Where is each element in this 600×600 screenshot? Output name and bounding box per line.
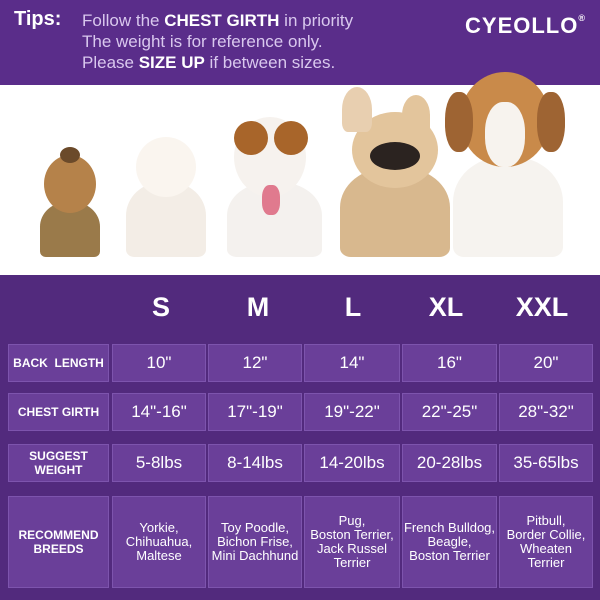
cell-breeds-m: Toy Poodle, Bichon Frise, Mini Dachhund bbox=[208, 496, 302, 588]
cell-breeds-xl: French Bulldog, Beagle, Boston Terrier bbox=[402, 496, 497, 588]
tip-line1-pre: Follow the bbox=[82, 11, 165, 30]
tips-label: Tips: bbox=[14, 8, 62, 30]
registered-mark: ® bbox=[578, 13, 586, 23]
cell-suggest-weight-l: 14-20lbs bbox=[304, 444, 400, 482]
size-header-m: M bbox=[246, 292, 270, 322]
cell-suggest-weight-xl: 20-28lbs bbox=[402, 444, 497, 482]
brand-text: CYEOLLO bbox=[465, 13, 579, 38]
cell-back-length-m: 12" bbox=[208, 344, 302, 382]
cell-suggest-weight-s: 5-8lbs bbox=[112, 444, 206, 482]
tip-line3-post: if between sizes. bbox=[204, 53, 336, 72]
cell-chest-girth-l: 19"-22" bbox=[304, 393, 400, 431]
dog-photo-band bbox=[0, 72, 600, 275]
pomeranian-photo bbox=[118, 127, 213, 257]
cell-chest-girth-xl: 22"-25" bbox=[402, 393, 497, 431]
cell-chest-girth-xxl: 28"-32" bbox=[499, 393, 593, 431]
cell-breeds-xxl: Pitbull, Border Collie, Wheaten Terrier bbox=[499, 496, 593, 588]
cell-back-length-xxl: 20" bbox=[499, 344, 593, 382]
cell-breeds-l: Pug, Boston Terrier, Jack Russel Terrier bbox=[304, 496, 400, 588]
french-bulldog-photo bbox=[330, 87, 455, 257]
tip-line3-bold: SIZE UP bbox=[138, 53, 205, 72]
tips-text: Follow the CHEST GIRTH in priority The w… bbox=[82, 10, 353, 73]
tip-line1-post: in priority bbox=[279, 11, 354, 30]
brand-logo: CYEOLLO® bbox=[465, 13, 586, 39]
cell-chest-girth-s: 14"-16" bbox=[112, 393, 206, 431]
row-label-chest-girth: CHEST GIRTH bbox=[8, 393, 109, 431]
beagle-photo bbox=[435, 72, 575, 257]
cell-suggest-weight-m: 8-14lbs bbox=[208, 444, 302, 482]
tip-line1-bold: CHEST GIRTH bbox=[164, 11, 280, 30]
cell-back-length-l: 14" bbox=[304, 344, 400, 382]
size-header-l: L bbox=[344, 292, 362, 322]
size-header-s: S bbox=[151, 292, 170, 322]
row-label-back-length: BACK LENGTH bbox=[8, 344, 109, 382]
yorkie-photo bbox=[30, 147, 110, 257]
cell-breeds-s: Yorkie, Chihuahua, Maltese bbox=[112, 496, 206, 588]
size-header-xxl: XXL bbox=[515, 292, 569, 322]
cell-chest-girth-m: 17"-19" bbox=[208, 393, 302, 431]
size-header-xl: XL bbox=[428, 292, 464, 322]
cell-back-length-xl: 16" bbox=[402, 344, 497, 382]
row-label-recommend-breeds: RECOMMEND BREEDS bbox=[8, 496, 109, 588]
cell-back-length-s: 10" bbox=[112, 344, 206, 382]
tips-header: Tips: Follow the CHEST GIRTH in priority… bbox=[0, 0, 600, 85]
cell-suggest-weight-xxl: 35-65lbs bbox=[499, 444, 593, 482]
tip-line3-pre: Please bbox=[82, 53, 139, 72]
row-label-suggest-weight: SUGGEST WEIGHT bbox=[8, 444, 109, 482]
jack-russell-photo bbox=[212, 107, 332, 257]
tip-line2: The weight is for reference only. bbox=[82, 32, 323, 51]
